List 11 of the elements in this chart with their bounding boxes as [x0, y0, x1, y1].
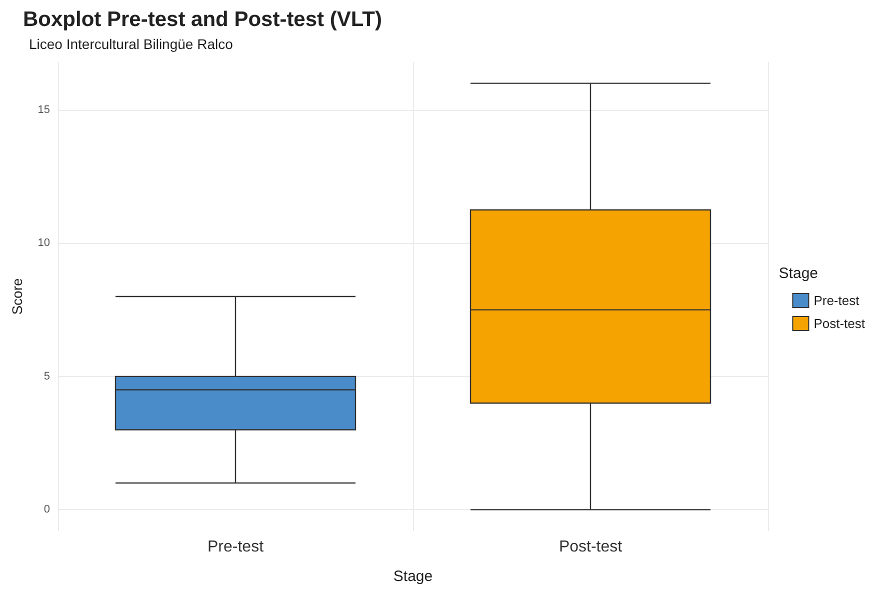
chart-subtitle: Liceo Intercultural Bilingüe Ralco: [29, 36, 234, 52]
y-tick-label: 0: [44, 504, 50, 516]
y-axis-title: Score: [9, 278, 25, 315]
legend-label: Pre-test: [814, 293, 860, 308]
legend-title: Stage: [778, 265, 818, 282]
legend-label: Post-test: [814, 316, 866, 331]
y-tick-label: 15: [38, 104, 50, 116]
y-tick-label: 5: [44, 370, 50, 382]
chart-title: Boxplot Pre-test and Post-test (VLT): [23, 8, 382, 31]
y-tick-label: 10: [38, 237, 50, 250]
x-axis-title: Stage: [393, 568, 433, 585]
